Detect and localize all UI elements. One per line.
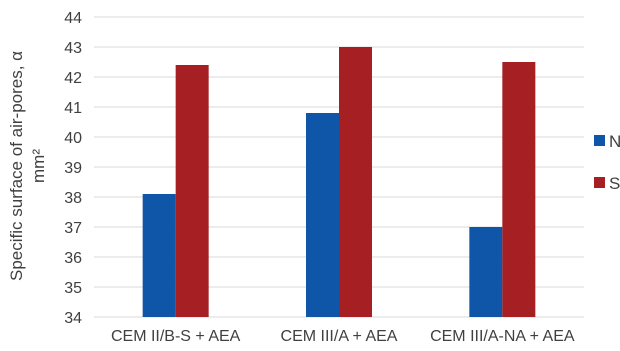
- x-tick-labels: CEM II/B-S + AEA CEM III/A + AEA CEM III/A…: [111, 328, 575, 345]
- x-tick-label: CEM III/A + AEA: [281, 328, 398, 345]
- y-tick-label: 34: [64, 310, 82, 327]
- y-axis-title-line2: mm²: [29, 149, 48, 183]
- bar-s-2: [339, 47, 372, 317]
- y-tick-label: 41: [64, 100, 82, 117]
- x-tick-label: CEM II/B-S + AEA: [111, 328, 241, 345]
- legend-swatch-s: [594, 177, 605, 188]
- bars: [142, 47, 536, 317]
- bar-s-1: [175, 65, 209, 317]
- y-tick-label: 43: [64, 40, 82, 57]
- legend-label-n: N: [609, 132, 620, 151]
- y-tick-label: 40: [64, 130, 82, 147]
- bar-n-1: [142, 194, 176, 317]
- y-tick-label: 35: [64, 280, 82, 297]
- y-tick-labels: 34 35 36 37 38 39 40 41 42 43 44: [64, 10, 82, 327]
- bar-n-3: [469, 227, 503, 317]
- y-tick-label: 42: [64, 70, 82, 87]
- y-tick-label: 39: [64, 160, 82, 177]
- legend-label-s: S: [609, 174, 620, 193]
- y-axis-title-line1: Specific surface of air-pores, α: [7, 51, 26, 281]
- legend-swatch-n: [594, 135, 605, 146]
- y-tick-label: 37: [64, 220, 82, 237]
- y-tick-label: 44: [64, 10, 82, 27]
- y-tick-label: 38: [64, 190, 82, 207]
- legend: NS: [594, 132, 620, 193]
- bar-s-3: [502, 62, 536, 317]
- y-tick-label: 36: [64, 250, 82, 267]
- bar-n-2: [306, 113, 339, 317]
- x-tick-label: CEM III/A-NA + AEA: [430, 328, 575, 345]
